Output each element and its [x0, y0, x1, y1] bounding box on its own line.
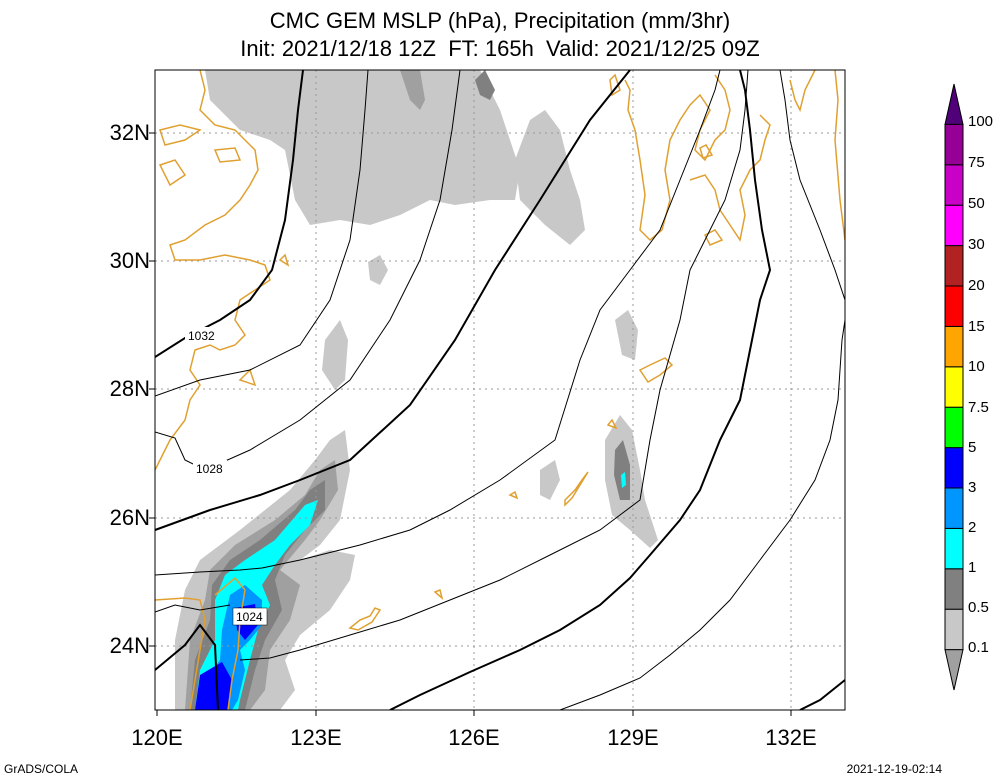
lon-label-132e: 132E [765, 725, 817, 750]
lat-label-24n: 24N [109, 633, 150, 658]
colorbar-label-0-5: 0.5 [968, 599, 989, 616]
precip-area-north-dark [400, 70, 425, 110]
colorbar-segment [944, 447, 964, 489]
lat-label-32n: 32N [109, 120, 150, 145]
colorbar-segment [944, 366, 964, 408]
colorbar-label-10: 10 [968, 358, 985, 375]
precip-spot-2 [322, 320, 348, 390]
precip-area-east-cyan [621, 472, 626, 488]
colorbar-label-2: 2 [968, 519, 977, 536]
colorbar-segment [944, 568, 964, 610]
colorbar-label-50: 50 [968, 195, 985, 212]
isobar-label-1024: 1024 [236, 610, 263, 624]
footer-right: 2021-12-19-02:14 [846, 762, 942, 776]
colorbar-segment [944, 406, 964, 449]
isobar-label-1028: 1028 [196, 462, 223, 476]
colorbar-segment [944, 164, 964, 206]
plot-frame [154, 69, 846, 711]
colorbar-label-75: 75 [968, 154, 985, 171]
lon-label-129e: 129E [607, 725, 659, 750]
map-subtitle: Init: 2021/12/18 12Z FT: 165h Valid: 202… [240, 36, 760, 61]
precipitation-layer [175, 70, 658, 710]
lon-label-123e: 123E [290, 725, 342, 750]
tick-marks [149, 132, 792, 716]
colorbar [944, 83, 964, 691]
colorbar-segment [944, 285, 964, 327]
colorbar-label-30: 30 [968, 236, 985, 253]
colorbar-segment [944, 204, 964, 247]
precip-spot-3 [615, 310, 638, 360]
colorbar-segment [944, 325, 964, 368]
colorbar-label-1: 1 [968, 559, 977, 576]
colorbar-label-3: 3 [968, 479, 977, 496]
footer-left: GrADS/COLA [4, 762, 79, 776]
precip-area-sw-blue-2 [195, 662, 232, 710]
colorbar-label-100: 100 [968, 113, 994, 130]
colorbar-segment [944, 83, 964, 125]
map-title: CMC GEM MSLP (hPa), Precipitation (mm/3h… [269, 8, 731, 33]
colorbar-segment [944, 245, 964, 287]
colorbar-label-7-5: 7.5 [968, 399, 989, 416]
lat-label-26n: 26N [109, 505, 150, 530]
isobar-label-bg-1024 [232, 607, 268, 626]
colorbar-label-5: 5 [968, 439, 977, 456]
colorbar-segment [944, 608, 964, 651]
colorbar-segment [944, 123, 964, 166]
colorbar-segment [944, 649, 964, 691]
grid-lines [155, 70, 845, 710]
colorbar-label-15: 15 [968, 318, 985, 335]
precip-area-north [205, 70, 520, 225]
precip-spot-4 [540, 460, 560, 500]
lon-label-120e: 120E [131, 725, 183, 750]
precip-area-north-dark-2 [475, 70, 495, 100]
isobar-label-1032: 1032 [188, 329, 215, 343]
colorbar-segment [944, 527, 964, 570]
colorbar-label-0-1: 0.1 [968, 639, 989, 656]
colorbar-segment [944, 487, 964, 529]
colorbar-label-20: 20 [968, 277, 985, 294]
lon-label-126e: 126E [448, 725, 500, 750]
precip-spot-1 [368, 255, 388, 285]
lat-label-28n: 28N [109, 376, 150, 401]
isobar-label-bg-1028 [193, 460, 227, 476]
isobar-label-bg-1032 [185, 327, 219, 343]
lat-label-30n: 30N [109, 248, 150, 273]
